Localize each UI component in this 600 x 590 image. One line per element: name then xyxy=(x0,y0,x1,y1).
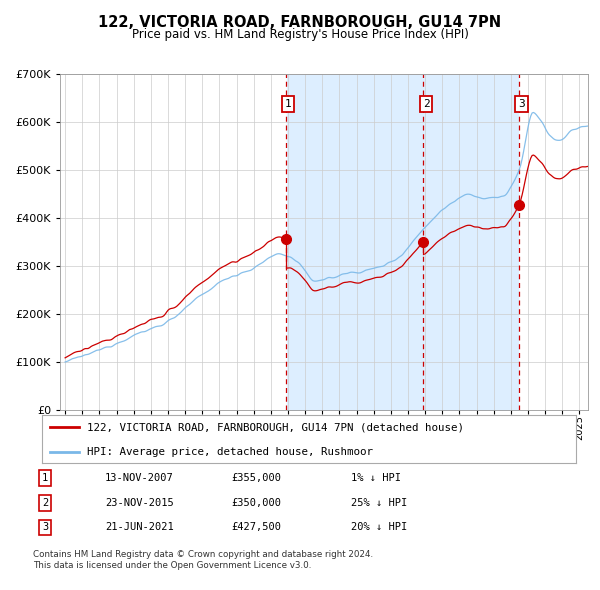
Text: 1: 1 xyxy=(42,473,48,483)
Text: 122, VICTORIA ROAD, FARNBOROUGH, GU14 7PN (detached house): 122, VICTORIA ROAD, FARNBOROUGH, GU14 7P… xyxy=(88,422,464,432)
Text: 2: 2 xyxy=(422,99,430,109)
Text: 20% ↓ HPI: 20% ↓ HPI xyxy=(351,523,407,532)
Text: Price paid vs. HM Land Registry's House Price Index (HPI): Price paid vs. HM Land Registry's House … xyxy=(131,28,469,41)
Text: 23-NOV-2015: 23-NOV-2015 xyxy=(105,498,174,507)
Text: 21-JUN-2021: 21-JUN-2021 xyxy=(105,523,174,532)
Text: 1: 1 xyxy=(285,99,292,109)
Text: 25% ↓ HPI: 25% ↓ HPI xyxy=(351,498,407,507)
Text: HPI: Average price, detached house, Rushmoor: HPI: Average price, detached house, Rush… xyxy=(88,447,373,457)
Text: Contains HM Land Registry data © Crown copyright and database right 2024.: Contains HM Land Registry data © Crown c… xyxy=(33,550,373,559)
Text: 3: 3 xyxy=(42,523,48,532)
Text: 3: 3 xyxy=(518,99,525,109)
Text: 13-NOV-2007: 13-NOV-2007 xyxy=(105,473,174,483)
Text: This data is licensed under the Open Government Licence v3.0.: This data is licensed under the Open Gov… xyxy=(33,560,311,570)
Text: 2: 2 xyxy=(42,498,48,507)
Text: 1% ↓ HPI: 1% ↓ HPI xyxy=(351,473,401,483)
Text: 122, VICTORIA ROAD, FARNBOROUGH, GU14 7PN: 122, VICTORIA ROAD, FARNBOROUGH, GU14 7P… xyxy=(98,15,502,30)
Text: £427,500: £427,500 xyxy=(231,523,281,532)
Text: £355,000: £355,000 xyxy=(231,473,281,483)
Text: £350,000: £350,000 xyxy=(231,498,281,507)
